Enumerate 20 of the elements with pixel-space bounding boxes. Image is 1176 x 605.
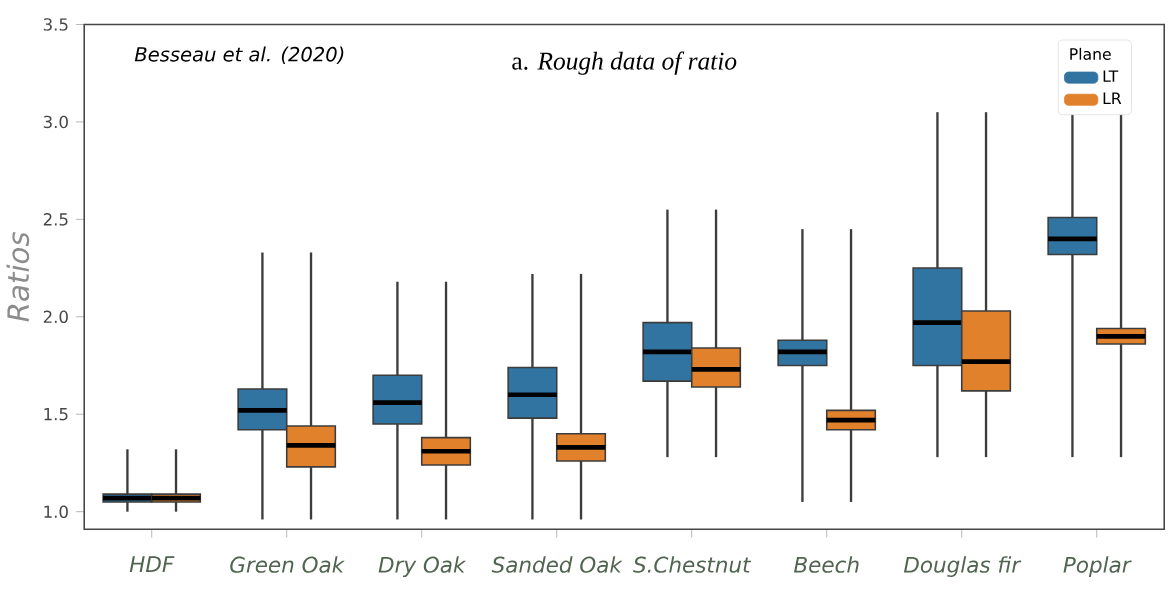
annotation: Besseau et al. (2020) [134,46,344,65]
x-tick-label: Poplar [1063,556,1132,578]
x-tick-label: Dry Oak [378,556,467,578]
y-tick-label: 1.0 [44,505,68,519]
y-tick-label: 1.5 [44,408,68,421]
x-tick-label: Douglas fir [903,556,1022,578]
legend-label: LR [1103,92,1122,105]
legend-label: LT [1103,70,1119,82]
x-tick-label: Sanded Oak [491,556,623,573]
x-tick-label: S.Chestnut [633,556,752,573]
y-axis-title: Ratios [6,232,30,322]
y-tick-label: 2.0 [43,310,68,324]
y-tick-label: 2.5 [43,213,68,226]
x-tick-label: Beech [794,556,859,573]
x-tick-label: Green Oak [230,556,345,573]
legend-title: Plane [1070,48,1111,61]
x-tick-label: HDF [129,556,175,573]
y-tick-label: 3.5 [43,18,68,31]
text: a. Rough data of ratio [512,51,737,75]
y-tick-label: 3.0 [43,115,68,129]
